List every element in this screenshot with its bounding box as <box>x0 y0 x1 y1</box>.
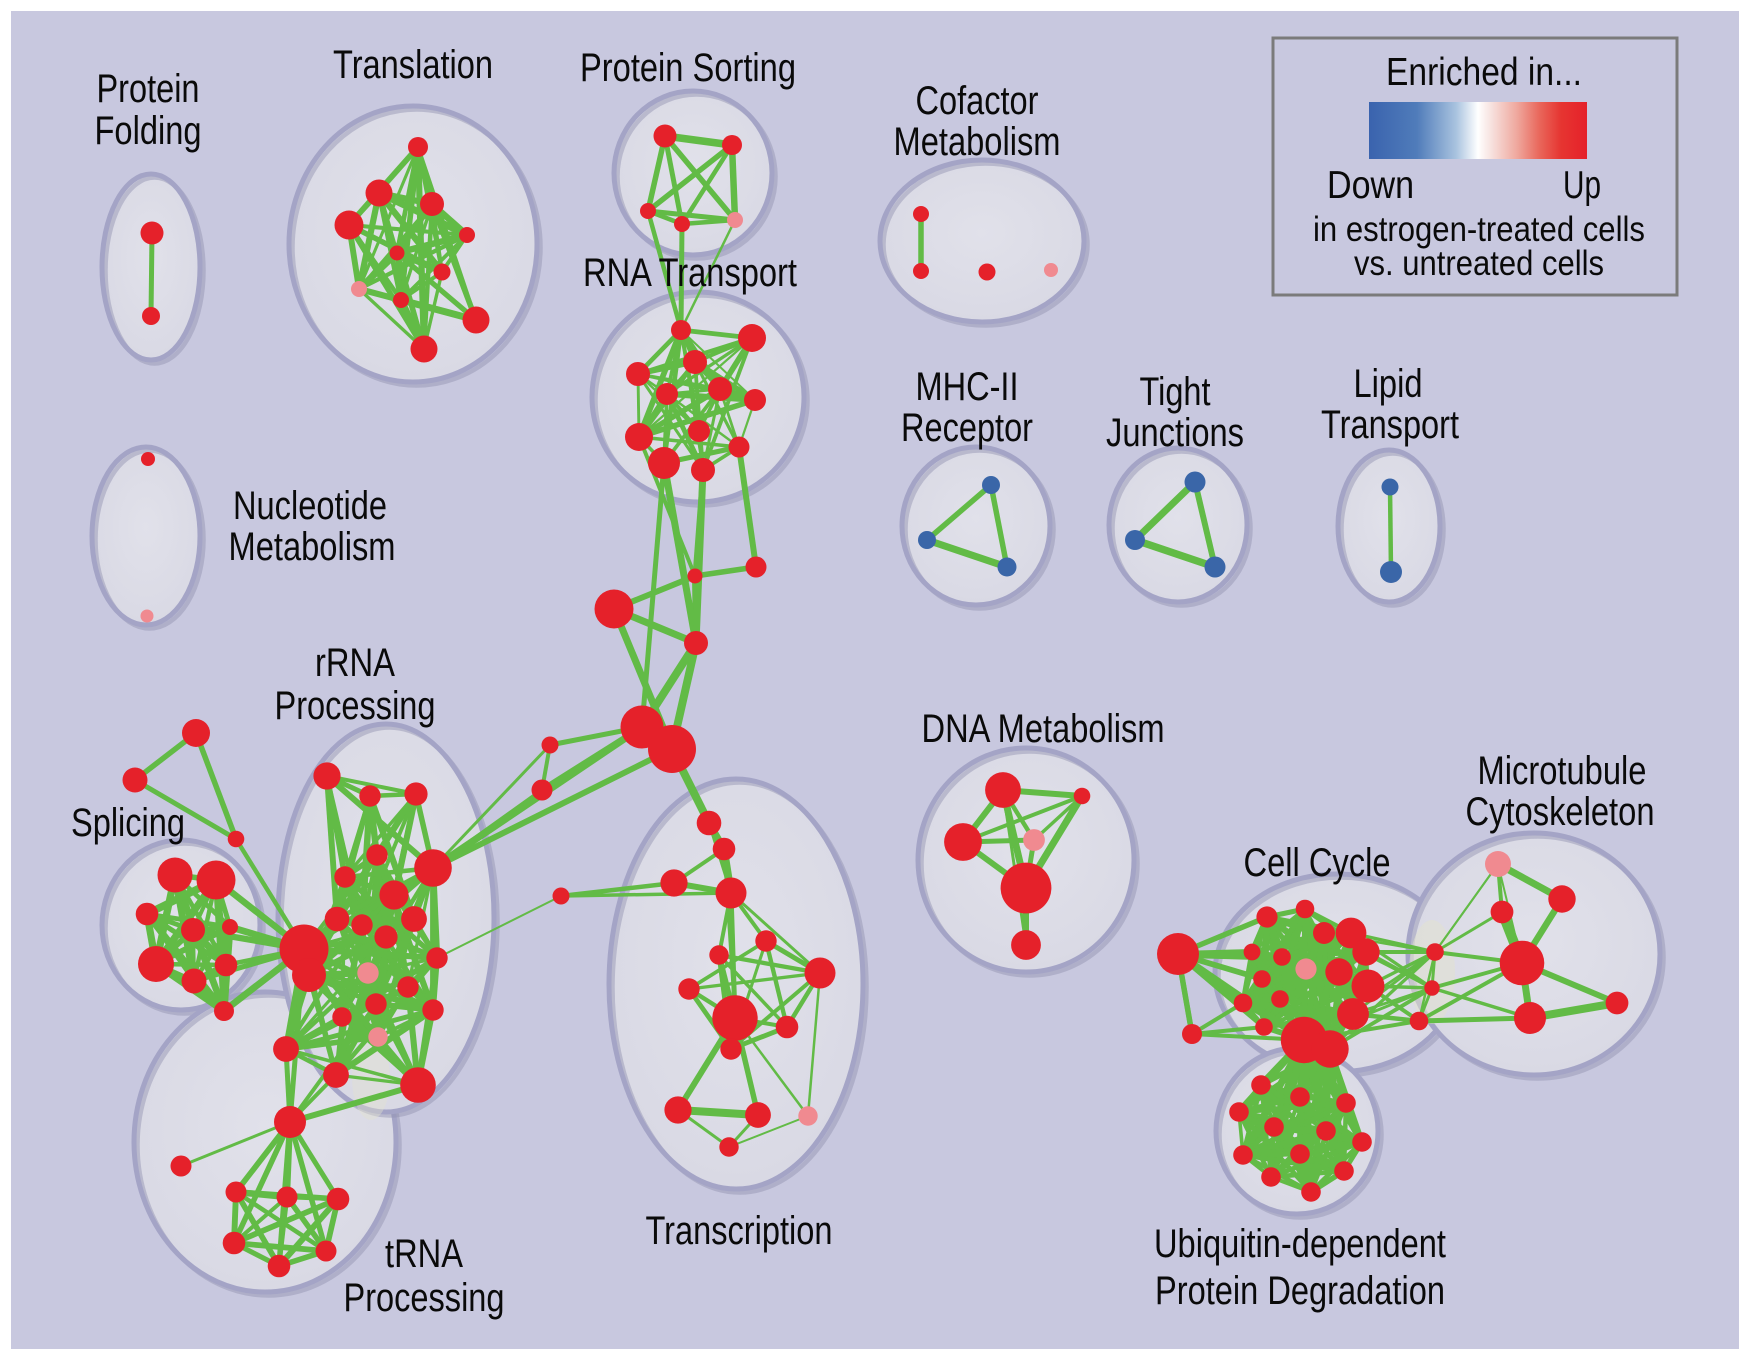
svg-text:Cell Cycle: Cell Cycle <box>1244 841 1391 885</box>
svg-text:Ubiquitin-dependent: Ubiquitin-dependent <box>1154 1222 1446 1266</box>
svg-text:DNA Metabolism: DNA Metabolism <box>922 707 1165 751</box>
svg-text:in estrogen-treated cells: in estrogen-treated cells <box>1313 210 1645 249</box>
svg-text:Folding: Folding <box>95 109 202 153</box>
svg-text:tRNA: tRNA <box>385 1232 463 1276</box>
svg-text:Protein Degradation: Protein Degradation <box>1155 1269 1445 1313</box>
svg-text:vs. untreated cells: vs. untreated cells <box>1354 244 1604 283</box>
svg-text:Up: Up <box>1563 164 1601 207</box>
svg-text:Nucleotide: Nucleotide <box>233 484 387 528</box>
svg-text:Protein: Protein <box>97 67 200 111</box>
svg-text:Lipid: Lipid <box>1354 362 1423 406</box>
svg-text:Translation: Translation <box>333 43 493 87</box>
svg-text:RNA Transport: RNA Transport <box>583 251 797 295</box>
svg-text:Microtubule: Microtubule <box>1478 749 1647 793</box>
svg-text:Metabolism: Metabolism <box>894 120 1061 164</box>
svg-text:Transport: Transport <box>1321 403 1459 447</box>
svg-text:Tight: Tight <box>1140 370 1211 414</box>
svg-text:rRNA: rRNA <box>315 641 395 685</box>
svg-text:Transcription: Transcription <box>646 1209 833 1253</box>
svg-text:Receptor: Receptor <box>901 406 1033 450</box>
svg-text:Down: Down <box>1327 164 1414 207</box>
svg-text:Splicing: Splicing <box>71 801 185 845</box>
svg-text:MHC-II: MHC-II <box>916 365 1019 409</box>
svg-text:Protein Sorting: Protein Sorting <box>580 46 796 90</box>
svg-text:Enriched in...: Enriched in... <box>1386 51 1582 94</box>
svg-text:Processing: Processing <box>275 684 436 728</box>
svg-text:Cofactor: Cofactor <box>916 79 1039 123</box>
svg-text:Processing: Processing <box>344 1276 505 1320</box>
svg-text:Junctions: Junctions <box>1106 411 1244 455</box>
svg-text:Metabolism: Metabolism <box>229 525 396 569</box>
svg-text:Cytoskeleton: Cytoskeleton <box>1466 790 1655 834</box>
